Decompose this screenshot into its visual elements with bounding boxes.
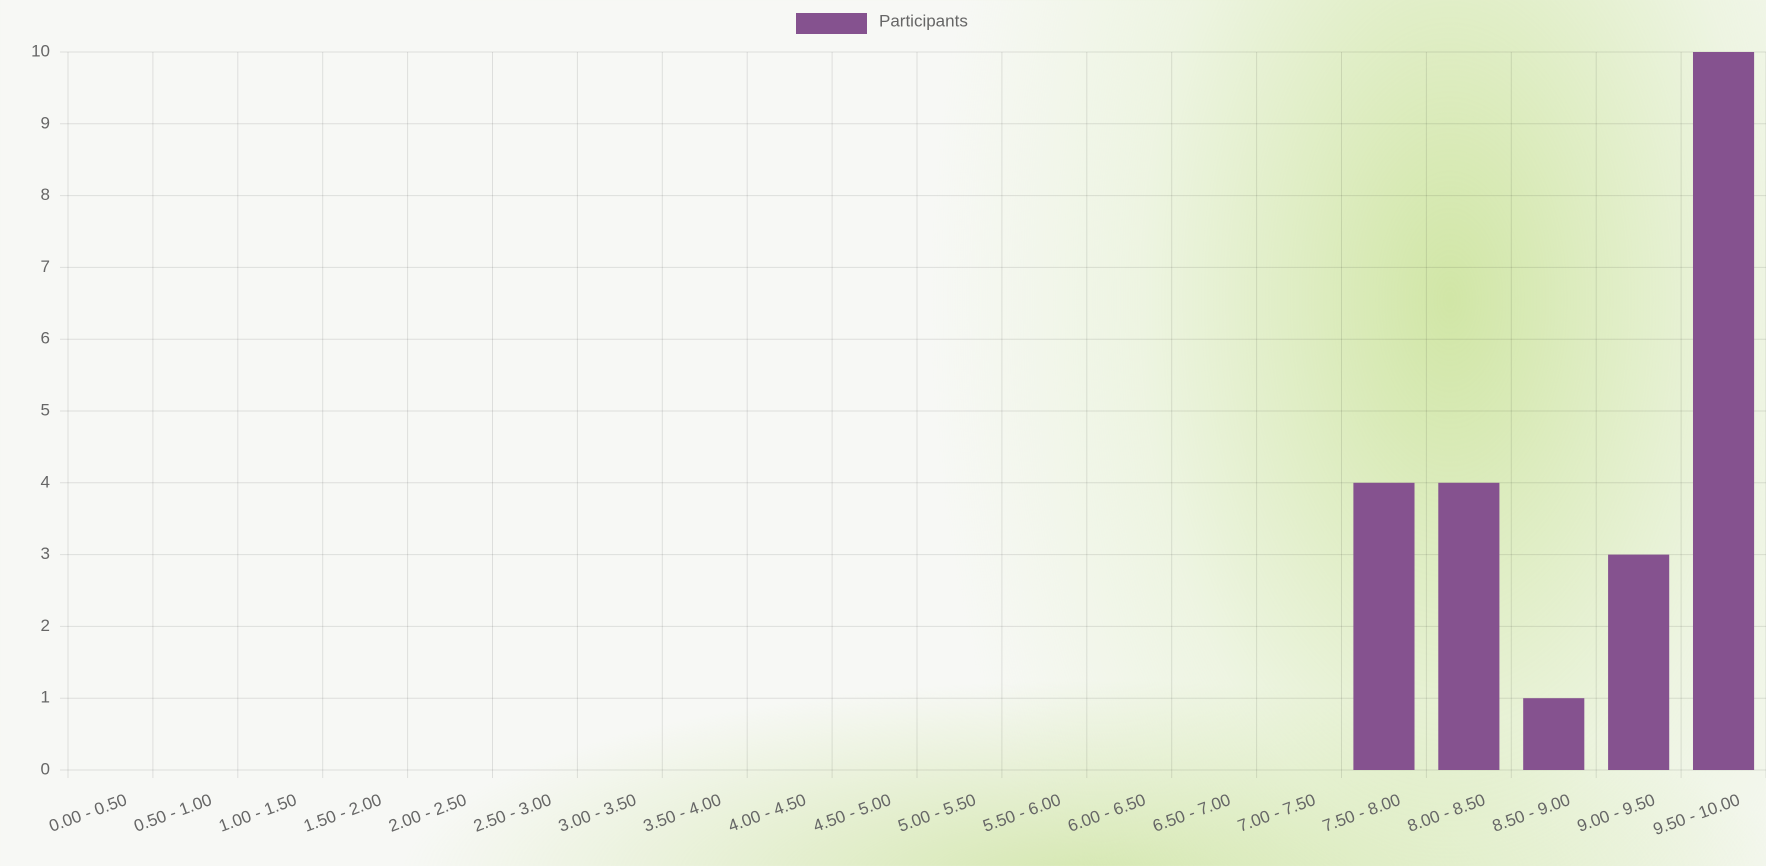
y-tick-label: 4 xyxy=(41,472,50,491)
x-tick-label: 5.00 - 5.50 xyxy=(895,790,978,836)
y-tick-label: 0 xyxy=(41,759,50,778)
x-tick-label: 4.00 - 4.50 xyxy=(726,790,809,836)
bar xyxy=(1438,482,1500,770)
x-tick-label: 1.00 - 1.50 xyxy=(216,790,299,836)
x-tick-label: 6.50 - 7.00 xyxy=(1150,790,1233,836)
x-tick-label: 6.00 - 6.50 xyxy=(1065,790,1148,836)
y-tick-label: 6 xyxy=(41,329,50,348)
x-tick-label: 2.50 - 3.00 xyxy=(471,790,554,836)
x-tick-label: 3.00 - 3.50 xyxy=(556,790,639,836)
y-tick-label: 1 xyxy=(41,688,50,707)
bar xyxy=(1692,52,1755,770)
y-tick-label: 7 xyxy=(41,257,50,276)
y-tick-label: 10 xyxy=(31,41,50,60)
x-tick-label: 1.50 - 2.00 xyxy=(301,790,384,836)
x-tick-label: 4.50 - 5.00 xyxy=(811,790,894,836)
x-tick-label: 8.00 - 8.50 xyxy=(1405,790,1488,836)
x-tick-label: 0.00 - 0.50 xyxy=(46,790,129,836)
bar xyxy=(1608,554,1670,770)
x-tick-label: 0.50 - 1.00 xyxy=(131,790,214,836)
y-tick-label: 2 xyxy=(41,616,50,635)
bar xyxy=(1353,482,1415,770)
x-tick-label: 8.50 - 9.00 xyxy=(1490,790,1573,836)
x-tick-label: 9.50 - 10.00 xyxy=(1651,790,1743,839)
legend-label: Participants xyxy=(879,11,968,30)
x-tick-label: 2.00 - 2.50 xyxy=(386,790,469,836)
x-tick-label: 7.00 - 7.50 xyxy=(1235,790,1318,836)
y-tick-label: 3 xyxy=(41,544,50,563)
y-tick-label: 9 xyxy=(41,113,50,132)
x-tick-label: 7.50 - 8.00 xyxy=(1320,790,1403,836)
y-tick-label: 5 xyxy=(41,400,50,419)
y-tick-label: 8 xyxy=(41,185,50,204)
x-tick-label: 3.50 - 4.00 xyxy=(641,790,724,836)
legend-swatch xyxy=(796,13,867,34)
x-tick-label: 9.00 - 9.50 xyxy=(1575,790,1658,836)
x-tick-label: 5.50 - 6.00 xyxy=(980,790,1063,836)
bar xyxy=(1523,698,1585,770)
